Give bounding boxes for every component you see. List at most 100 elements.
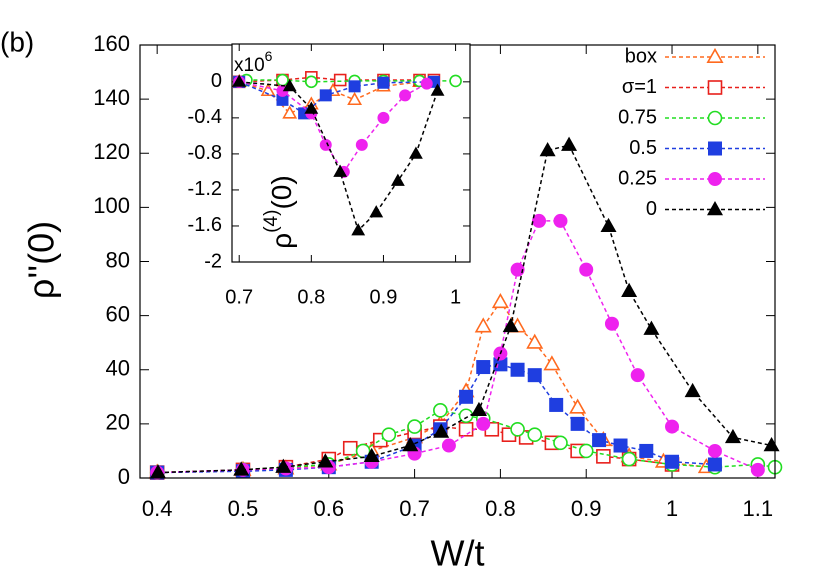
- marker: [476, 416, 491, 431]
- y-tick-label: 60: [106, 301, 130, 326]
- marker: [665, 454, 680, 469]
- marker: [260, 82, 276, 97]
- marker: [553, 213, 568, 228]
- legend-marker: [706, 47, 724, 64]
- legend-marker: [706, 201, 724, 216]
- marker: [543, 355, 561, 371]
- marker: [420, 77, 433, 90]
- marker: [319, 89, 332, 102]
- marker: [665, 419, 680, 434]
- marker: [377, 76, 390, 89]
- x-tick-label: 0.9: [571, 496, 602, 521]
- x-tick-label: 0.8: [297, 286, 325, 308]
- marker: [724, 428, 741, 444]
- marker: [474, 317, 492, 333]
- marker: [539, 142, 556, 157]
- marker: [510, 262, 525, 277]
- y-tick-label: -1.6: [188, 214, 222, 236]
- y-tick-label: -0.4: [188, 106, 222, 128]
- panel-label: (b): [0, 26, 34, 57]
- marker: [470, 401, 487, 417]
- marker: [459, 389, 474, 404]
- marker: [282, 78, 297, 92]
- x-tick-label: 0.5: [228, 496, 259, 521]
- legend-label: 0.75: [618, 106, 657, 128]
- marker: [282, 105, 298, 119]
- legend-label: 0: [646, 198, 657, 220]
- legend-marker: [708, 172, 722, 186]
- y-tick-label: -2: [204, 250, 222, 272]
- y-tick-label: 140: [93, 85, 130, 110]
- x-tick-label: 1.1: [743, 496, 774, 521]
- x-tick-label: 0.8: [485, 496, 516, 521]
- legend-marker: [707, 110, 723, 126]
- marker: [433, 423, 450, 438]
- legend-label: 0.5: [629, 137, 657, 159]
- legend-label: box: [625, 45, 657, 67]
- marker: [570, 416, 585, 431]
- marker: [363, 447, 380, 463]
- marker: [613, 438, 628, 453]
- marker: [347, 91, 363, 106]
- marker: [355, 138, 368, 151]
- marker: [532, 213, 547, 228]
- marker: [707, 443, 722, 458]
- marker: [630, 368, 645, 383]
- marker: [233, 461, 250, 476]
- x-tick-label: 0.9: [370, 286, 398, 308]
- marker: [430, 83, 445, 96]
- marker: [399, 89, 412, 102]
- marker: [275, 458, 292, 473]
- y-tick-label: 100: [93, 193, 130, 218]
- marker: [433, 403, 448, 418]
- y-tick-label: 20: [106, 410, 130, 435]
- y-tick-label: 40: [106, 356, 130, 381]
- marker: [621, 282, 638, 297]
- y-tick-label: 120: [93, 139, 130, 164]
- marker: [527, 427, 543, 443]
- marker: [333, 164, 348, 177]
- marker: [317, 453, 334, 468]
- marker: [639, 443, 654, 458]
- marker: [596, 449, 611, 464]
- marker: [510, 362, 525, 377]
- marker: [441, 438, 456, 453]
- x-tick-label: 0.4: [142, 496, 173, 521]
- marker: [604, 316, 619, 331]
- legend-marker: [707, 80, 723, 95]
- y-axis-label-base: ρ: [266, 233, 297, 249]
- marker: [351, 223, 366, 236]
- legend-label: σ=1: [622, 76, 657, 98]
- marker: [526, 333, 544, 349]
- multiplier-exp: 6: [265, 48, 273, 64]
- marker: [407, 419, 422, 434]
- marker: [458, 421, 474, 437]
- marker: [333, 73, 347, 87]
- y-tick-label: 0: [118, 464, 130, 489]
- marker: [592, 433, 607, 448]
- y-axis-label: ρ''(0): [21, 221, 62, 299]
- marker: [319, 138, 332, 151]
- marker: [449, 74, 462, 88]
- legend-label: 0.25: [618, 167, 657, 189]
- marker: [342, 440, 358, 456]
- x-tick-label: 0.6: [313, 496, 344, 521]
- marker: [553, 435, 568, 451]
- multiplier-base: x10: [234, 55, 265, 76]
- marker: [305, 75, 318, 89]
- y-tick-label: 160: [93, 31, 130, 56]
- marker: [569, 398, 587, 414]
- marker: [502, 317, 519, 333]
- marker: [476, 360, 491, 375]
- marker: [600, 217, 617, 233]
- y-axis-label-sup: (4): [261, 210, 282, 233]
- marker: [750, 462, 765, 477]
- marker: [491, 292, 509, 309]
- y-axis-label: ρ(4)(0): [261, 175, 297, 248]
- marker: [549, 397, 564, 412]
- y-tick-label: -1.2: [188, 178, 222, 200]
- x-tick-label: 1: [450, 286, 461, 308]
- marker: [232, 74, 247, 87]
- marker: [561, 136, 578, 151]
